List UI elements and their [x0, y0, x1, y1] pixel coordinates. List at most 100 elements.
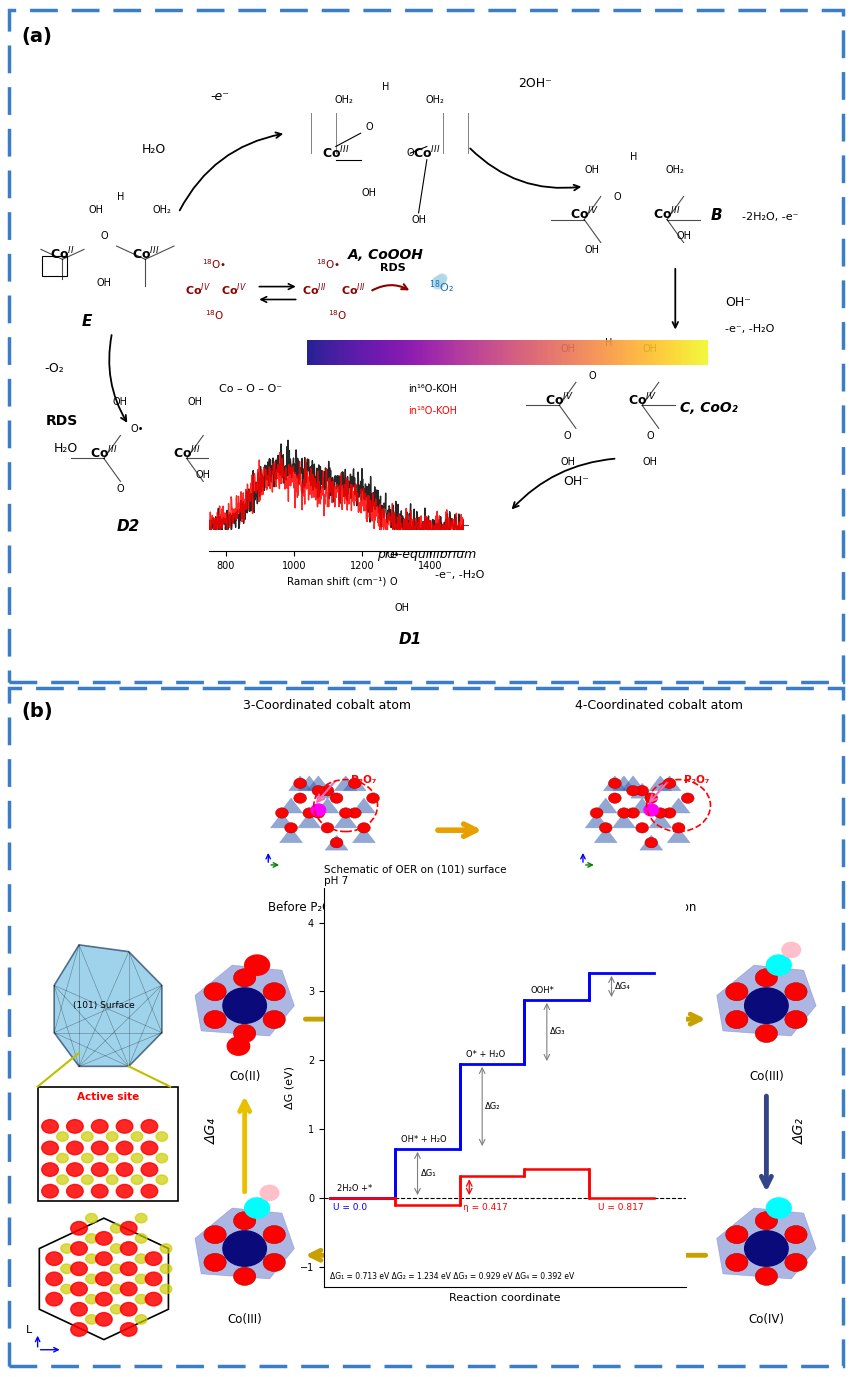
- Text: Co$^{IV}$: Co$^{IV}$: [221, 281, 247, 297]
- Circle shape: [726, 1253, 748, 1271]
- Circle shape: [302, 808, 315, 818]
- Bar: [37, 1086, 178, 1201]
- Circle shape: [160, 1243, 172, 1253]
- Circle shape: [135, 1254, 147, 1263]
- Polygon shape: [55, 945, 162, 1066]
- Polygon shape: [353, 828, 375, 843]
- Polygon shape: [585, 812, 608, 828]
- Circle shape: [331, 793, 343, 803]
- Circle shape: [71, 1242, 87, 1256]
- Circle shape: [86, 1274, 97, 1283]
- Text: H₂O: H₂O: [55, 442, 78, 454]
- Text: Co$^{III}$: Co$^{III}$: [322, 145, 349, 161]
- Text: OH: OH: [676, 231, 691, 241]
- Circle shape: [66, 1120, 83, 1133]
- Circle shape: [131, 1132, 143, 1142]
- Circle shape: [636, 785, 648, 796]
- Text: RDS: RDS: [379, 263, 406, 273]
- Text: ΔG₂: ΔG₂: [486, 1102, 501, 1111]
- Polygon shape: [667, 799, 690, 812]
- Text: U = 0.817: U = 0.817: [598, 1203, 644, 1212]
- Text: Co$^{III}$: Co$^{III}$: [413, 145, 440, 161]
- Circle shape: [672, 822, 685, 833]
- Circle shape: [120, 1242, 137, 1256]
- Text: -e⁻: -e⁻: [210, 90, 229, 103]
- Circle shape: [636, 822, 648, 833]
- Polygon shape: [195, 965, 294, 1036]
- Circle shape: [233, 1024, 256, 1042]
- Polygon shape: [334, 775, 357, 790]
- Text: Active site: Active site: [77, 1092, 139, 1102]
- Circle shape: [312, 785, 325, 796]
- Text: A, CoOOH: A, CoOOH: [348, 248, 423, 263]
- Circle shape: [726, 1226, 748, 1243]
- Circle shape: [42, 1142, 58, 1155]
- Circle shape: [627, 785, 640, 796]
- Circle shape: [590, 808, 603, 818]
- Text: O•: O•: [387, 549, 400, 560]
- Text: O•: O•: [130, 424, 144, 434]
- Text: OH: OH: [113, 398, 128, 408]
- Circle shape: [358, 822, 371, 833]
- Polygon shape: [613, 812, 636, 828]
- Polygon shape: [343, 775, 366, 790]
- Text: OOH*: OOH*: [531, 986, 555, 996]
- Polygon shape: [630, 784, 653, 799]
- Circle shape: [86, 1234, 97, 1243]
- Text: OH⁻: OH⁻: [725, 296, 751, 308]
- Polygon shape: [279, 799, 302, 812]
- Circle shape: [91, 1162, 108, 1176]
- Text: $^{18}$O: $^{18}$O: [204, 308, 224, 322]
- Text: ΔG₁: ΔG₁: [421, 1169, 436, 1177]
- Text: H: H: [606, 337, 613, 347]
- Circle shape: [146, 1293, 162, 1305]
- Text: After P₂O₇ rotation: After P₂O₇ rotation: [588, 901, 696, 914]
- Circle shape: [663, 808, 676, 818]
- Polygon shape: [298, 775, 320, 790]
- Circle shape: [263, 983, 285, 1001]
- Ellipse shape: [436, 275, 446, 285]
- Polygon shape: [640, 836, 663, 850]
- Text: OH: OH: [394, 457, 410, 467]
- Circle shape: [223, 1231, 267, 1267]
- Ellipse shape: [438, 274, 446, 282]
- Text: OH: OH: [560, 457, 575, 467]
- Circle shape: [116, 1184, 133, 1198]
- Text: OH: OH: [643, 344, 658, 354]
- Polygon shape: [307, 775, 330, 790]
- Text: Co$^{II}$: Co$^{II}$: [50, 245, 75, 263]
- Text: -O₂: -O₂: [44, 362, 64, 375]
- Text: RDS: RDS: [46, 414, 78, 428]
- Circle shape: [204, 983, 227, 1001]
- Circle shape: [312, 808, 325, 818]
- Circle shape: [618, 808, 630, 818]
- Circle shape: [135, 1274, 147, 1283]
- Circle shape: [46, 1293, 62, 1305]
- Text: ΔG₃: ΔG₃: [550, 1027, 566, 1037]
- Circle shape: [42, 1184, 58, 1198]
- Text: O* + H₂O: O* + H₂O: [466, 1051, 505, 1059]
- Circle shape: [135, 1213, 147, 1223]
- Circle shape: [91, 1184, 108, 1198]
- Text: H: H: [382, 81, 389, 92]
- Polygon shape: [316, 784, 339, 799]
- Text: in¹⁶O-KOH: in¹⁶O-KOH: [408, 384, 458, 394]
- Text: 2OH⁻: 2OH⁻: [518, 77, 551, 90]
- Text: C, CoO₂: C, CoO₂: [680, 401, 737, 414]
- Text: Before P₂O₇ rotation: Before P₂O₇ rotation: [268, 901, 387, 914]
- Circle shape: [285, 822, 297, 833]
- Circle shape: [111, 1285, 122, 1294]
- Circle shape: [755, 1267, 778, 1286]
- Circle shape: [95, 1231, 112, 1245]
- X-axis label: Reaction coordinate: Reaction coordinate: [449, 1293, 561, 1303]
- Circle shape: [135, 1315, 147, 1325]
- Circle shape: [46, 1252, 62, 1265]
- Circle shape: [654, 808, 667, 818]
- Polygon shape: [595, 828, 617, 843]
- Text: in¹⁸O-KOH: in¹⁸O-KOH: [408, 406, 458, 416]
- Circle shape: [156, 1175, 168, 1184]
- Text: P₂O₇: P₂O₇: [684, 775, 710, 785]
- Text: OH: OH: [96, 278, 112, 288]
- Text: O: O: [589, 370, 596, 381]
- Circle shape: [86, 1254, 97, 1263]
